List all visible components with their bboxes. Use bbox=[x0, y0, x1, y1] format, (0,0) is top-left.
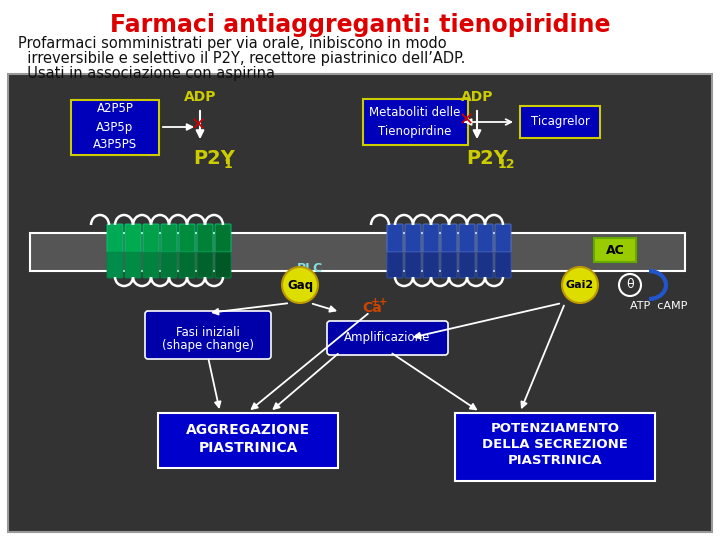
Text: Ca: Ca bbox=[362, 301, 382, 315]
Text: 12: 12 bbox=[498, 158, 515, 171]
Text: Profarmaci somministrati per via orale, inibiscono in modo: Profarmaci somministrati per via orale, … bbox=[18, 36, 446, 51]
Text: Fasi iniziali: Fasi iniziali bbox=[176, 326, 240, 339]
Text: PIASTRINICA: PIASTRINICA bbox=[508, 454, 603, 467]
Text: Amplificazione: Amplificazione bbox=[344, 332, 430, 345]
FancyBboxPatch shape bbox=[161, 252, 177, 278]
FancyBboxPatch shape bbox=[161, 224, 177, 252]
Text: Metaboliti delle
Tienopirdine: Metaboliti delle Tienopirdine bbox=[369, 106, 461, 138]
FancyBboxPatch shape bbox=[423, 252, 439, 278]
FancyBboxPatch shape bbox=[477, 224, 493, 252]
Circle shape bbox=[562, 267, 598, 303]
FancyBboxPatch shape bbox=[387, 224, 403, 252]
FancyBboxPatch shape bbox=[459, 252, 475, 278]
Text: Usati in associazione con aspirina: Usati in associazione con aspirina bbox=[18, 66, 275, 81]
Text: ✕: ✕ bbox=[190, 116, 206, 134]
FancyBboxPatch shape bbox=[143, 252, 159, 278]
FancyBboxPatch shape bbox=[215, 252, 231, 278]
Text: Farmaci antiaggreganti: tienopiridine: Farmaci antiaggreganti: tienopiridine bbox=[109, 13, 611, 37]
FancyBboxPatch shape bbox=[477, 252, 493, 278]
FancyBboxPatch shape bbox=[455, 413, 655, 481]
Bar bbox=[30, 233, 685, 271]
FancyBboxPatch shape bbox=[423, 224, 439, 252]
FancyBboxPatch shape bbox=[125, 252, 141, 278]
FancyBboxPatch shape bbox=[405, 224, 421, 252]
FancyBboxPatch shape bbox=[197, 224, 213, 252]
Text: irreversibile e selettivo il P2Y, recettore piastrinico dell’ADP.: irreversibile e selettivo il P2Y, recett… bbox=[18, 51, 465, 66]
Text: ADP: ADP bbox=[184, 90, 216, 104]
FancyBboxPatch shape bbox=[179, 224, 195, 252]
Text: DELLA SECREZIONE: DELLA SECREZIONE bbox=[482, 437, 628, 450]
FancyBboxPatch shape bbox=[179, 252, 195, 278]
FancyBboxPatch shape bbox=[405, 252, 421, 278]
Text: (shape change): (shape change) bbox=[162, 339, 254, 352]
FancyBboxPatch shape bbox=[107, 252, 123, 278]
Text: θ: θ bbox=[626, 279, 634, 292]
FancyBboxPatch shape bbox=[387, 252, 403, 278]
Text: ATP  cAMP: ATP cAMP bbox=[630, 301, 688, 311]
Text: P2Y: P2Y bbox=[466, 148, 508, 167]
FancyBboxPatch shape bbox=[327, 321, 448, 355]
Circle shape bbox=[282, 267, 318, 303]
Text: A2P5P
A3P5p
A3P5PS: A2P5P A3P5p A3P5PS bbox=[93, 103, 137, 152]
Text: ✕: ✕ bbox=[459, 111, 474, 129]
FancyBboxPatch shape bbox=[362, 99, 467, 145]
FancyBboxPatch shape bbox=[145, 311, 271, 359]
Text: Gaq: Gaq bbox=[287, 279, 313, 292]
Text: AGGREGAZIONE: AGGREGAZIONE bbox=[186, 423, 310, 437]
FancyBboxPatch shape bbox=[459, 224, 475, 252]
FancyBboxPatch shape bbox=[215, 224, 231, 252]
Text: 1: 1 bbox=[224, 158, 233, 171]
Text: PLC: PLC bbox=[297, 261, 323, 274]
FancyBboxPatch shape bbox=[143, 224, 159, 252]
FancyBboxPatch shape bbox=[495, 224, 511, 252]
FancyBboxPatch shape bbox=[520, 106, 600, 138]
FancyBboxPatch shape bbox=[197, 252, 213, 278]
FancyBboxPatch shape bbox=[71, 99, 159, 154]
FancyBboxPatch shape bbox=[158, 413, 338, 468]
FancyBboxPatch shape bbox=[107, 224, 123, 252]
FancyBboxPatch shape bbox=[8, 74, 712, 532]
FancyBboxPatch shape bbox=[125, 224, 141, 252]
FancyBboxPatch shape bbox=[441, 252, 457, 278]
Text: Ticagrelor: Ticagrelor bbox=[531, 116, 590, 129]
FancyBboxPatch shape bbox=[441, 224, 457, 252]
Text: P2Y: P2Y bbox=[193, 148, 235, 167]
Text: POTENZIAMENTO: POTENZIAMENTO bbox=[490, 422, 619, 435]
Text: PIASTRINICA: PIASTRINICA bbox=[198, 441, 297, 455]
FancyBboxPatch shape bbox=[495, 252, 511, 278]
Text: ADP: ADP bbox=[461, 90, 493, 104]
Text: AC: AC bbox=[606, 244, 624, 256]
Text: Gai2: Gai2 bbox=[566, 280, 594, 290]
FancyBboxPatch shape bbox=[594, 238, 636, 262]
Text: ++: ++ bbox=[372, 297, 389, 307]
